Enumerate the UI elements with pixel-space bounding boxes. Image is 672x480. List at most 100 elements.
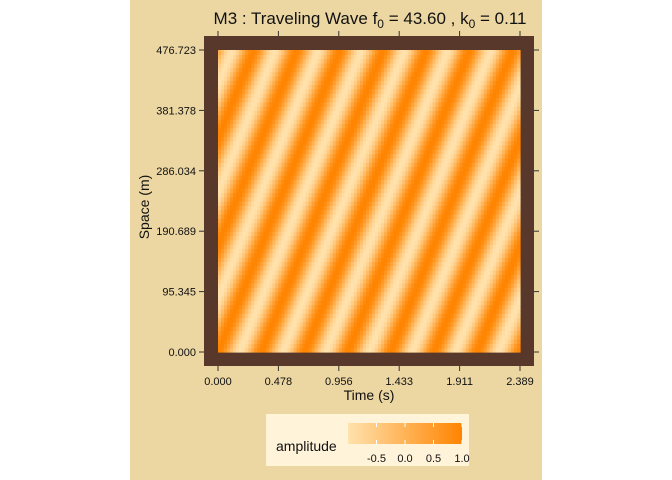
- heatmap-cell: [393, 239, 397, 245]
- heatmap-cell: [263, 287, 267, 293]
- heatmap-cell: [332, 179, 337, 185]
- heatmap-cell: [465, 144, 470, 150]
- heatmap-cell: [516, 347, 521, 353]
- heatmap-cell: [308, 162, 313, 168]
- heatmap-cell: [426, 252, 430, 258]
- heatmap-cell: [399, 334, 403, 340]
- heatmap-cell: [444, 339, 449, 344]
- heatmap-cell: [405, 244, 409, 250]
- heatmap-cell: [245, 183, 249, 189]
- heatmap-cell: [498, 270, 503, 275]
- heatmap-cell: [332, 321, 337, 327]
- heatmap-cell: [447, 218, 452, 224]
- heatmap-cell: [432, 244, 437, 250]
- heatmap-cell: [486, 166, 491, 172]
- heatmap-cell: [513, 153, 518, 159]
- heatmap-cell: [384, 308, 388, 314]
- heatmap-cell: [459, 153, 464, 159]
- heatmap-cell: [314, 153, 319, 159]
- heatmap-cell: [435, 170, 440, 176]
- heatmap-cell: [329, 252, 334, 258]
- heatmap-cell: [369, 196, 373, 202]
- heatmap-cell: [489, 222, 494, 228]
- heatmap-cell: [338, 261, 343, 267]
- heatmap-cell: [369, 261, 373, 267]
- heatmap-cell: [236, 162, 240, 168]
- heatmap-cell: [453, 295, 458, 301]
- heatmap-cell: [326, 183, 331, 189]
- heatmap-cell: [390, 231, 394, 237]
- heatmap-cell: [462, 149, 467, 155]
- heatmap-cell: [269, 213, 273, 219]
- heatmap-cell: [356, 166, 361, 172]
- heatmap-cell: [399, 270, 403, 275]
- heatmap-cell: [426, 209, 430, 215]
- heatmap-cell: [299, 321, 304, 327]
- heatmap-cell: [344, 265, 349, 271]
- heatmap-cell: [387, 304, 391, 310]
- heatmap-cell: [281, 257, 286, 262]
- heatmap-cell: [390, 175, 394, 181]
- heatmap-cell: [266, 222, 270, 228]
- heatmap-cell: [293, 278, 298, 284]
- heatmap-cell: [338, 213, 343, 219]
- heatmap-cell: [495, 149, 500, 155]
- heatmap-cell: [323, 140, 328, 146]
- heatmap-cell: [387, 166, 391, 172]
- heatmap-cell: [359, 157, 364, 163]
- heatmap-cell: [384, 235, 388, 241]
- heatmap-cell: [284, 149, 289, 155]
- heatmap-cell: [414, 205, 418, 211]
- heatmap-cell: [251, 270, 255, 275]
- heatmap-cell: [353, 321, 358, 327]
- heatmap-cell: [420, 188, 424, 193]
- heatmap-cell: [513, 326, 518, 332]
- heatmap-cell: [233, 257, 237, 262]
- heatmap-cell: [230, 300, 234, 306]
- heatmap-cell: [477, 209, 482, 215]
- heatmap-cell: [459, 248, 464, 254]
- heatmap-cell: [341, 196, 346, 202]
- heatmap-cell: [450, 257, 455, 262]
- heatmap-cell: [335, 231, 340, 237]
- heatmap-cell: [314, 252, 319, 258]
- heatmap-cell: [326, 213, 331, 219]
- heatmap-cell: [420, 287, 424, 293]
- heatmap-cell: [447, 140, 452, 146]
- heatmap-cell: [477, 334, 482, 340]
- heatmap-cell: [239, 321, 243, 327]
- heatmap-cell: [369, 308, 373, 314]
- heatmap-cell: [308, 304, 313, 310]
- heatmap-cell: [408, 157, 412, 163]
- heatmap-cell: [441, 183, 446, 189]
- heatmap-cell: [341, 175, 346, 181]
- heatmap-cell: [474, 144, 479, 150]
- heatmap-cell: [311, 282, 316, 288]
- heatmap-cell: [365, 270, 370, 275]
- heatmap-cell: [275, 144, 279, 150]
- heatmap-cell: [468, 308, 473, 314]
- heatmap-cell: [254, 287, 258, 293]
- heatmap-cell: [314, 235, 319, 241]
- heatmap-cell: [489, 308, 494, 314]
- heatmap-cell: [239, 231, 243, 237]
- heatmap-cell: [405, 166, 409, 172]
- heatmap-cell: [233, 175, 237, 181]
- heatmap-cell: [236, 308, 240, 314]
- heatmap-cell: [353, 265, 358, 271]
- heatmap-cell: [224, 317, 228, 323]
- heatmap-cell: [311, 231, 316, 237]
- heatmap-cell: [417, 179, 421, 185]
- heatmap-cell: [504, 334, 509, 340]
- heatmap-cell: [384, 239, 388, 245]
- heatmap-cell: [480, 308, 485, 314]
- heatmap-cell: [477, 304, 482, 310]
- heatmap-cell: [293, 153, 298, 159]
- heatmap-cell: [402, 239, 406, 245]
- heatmap-cell: [230, 343, 234, 349]
- heatmap-cell: [426, 188, 430, 193]
- heatmap-cell: [251, 274, 255, 280]
- heatmap-cell: [375, 300, 379, 306]
- heatmap-cell: [504, 248, 509, 254]
- heatmap-cell: [405, 162, 409, 168]
